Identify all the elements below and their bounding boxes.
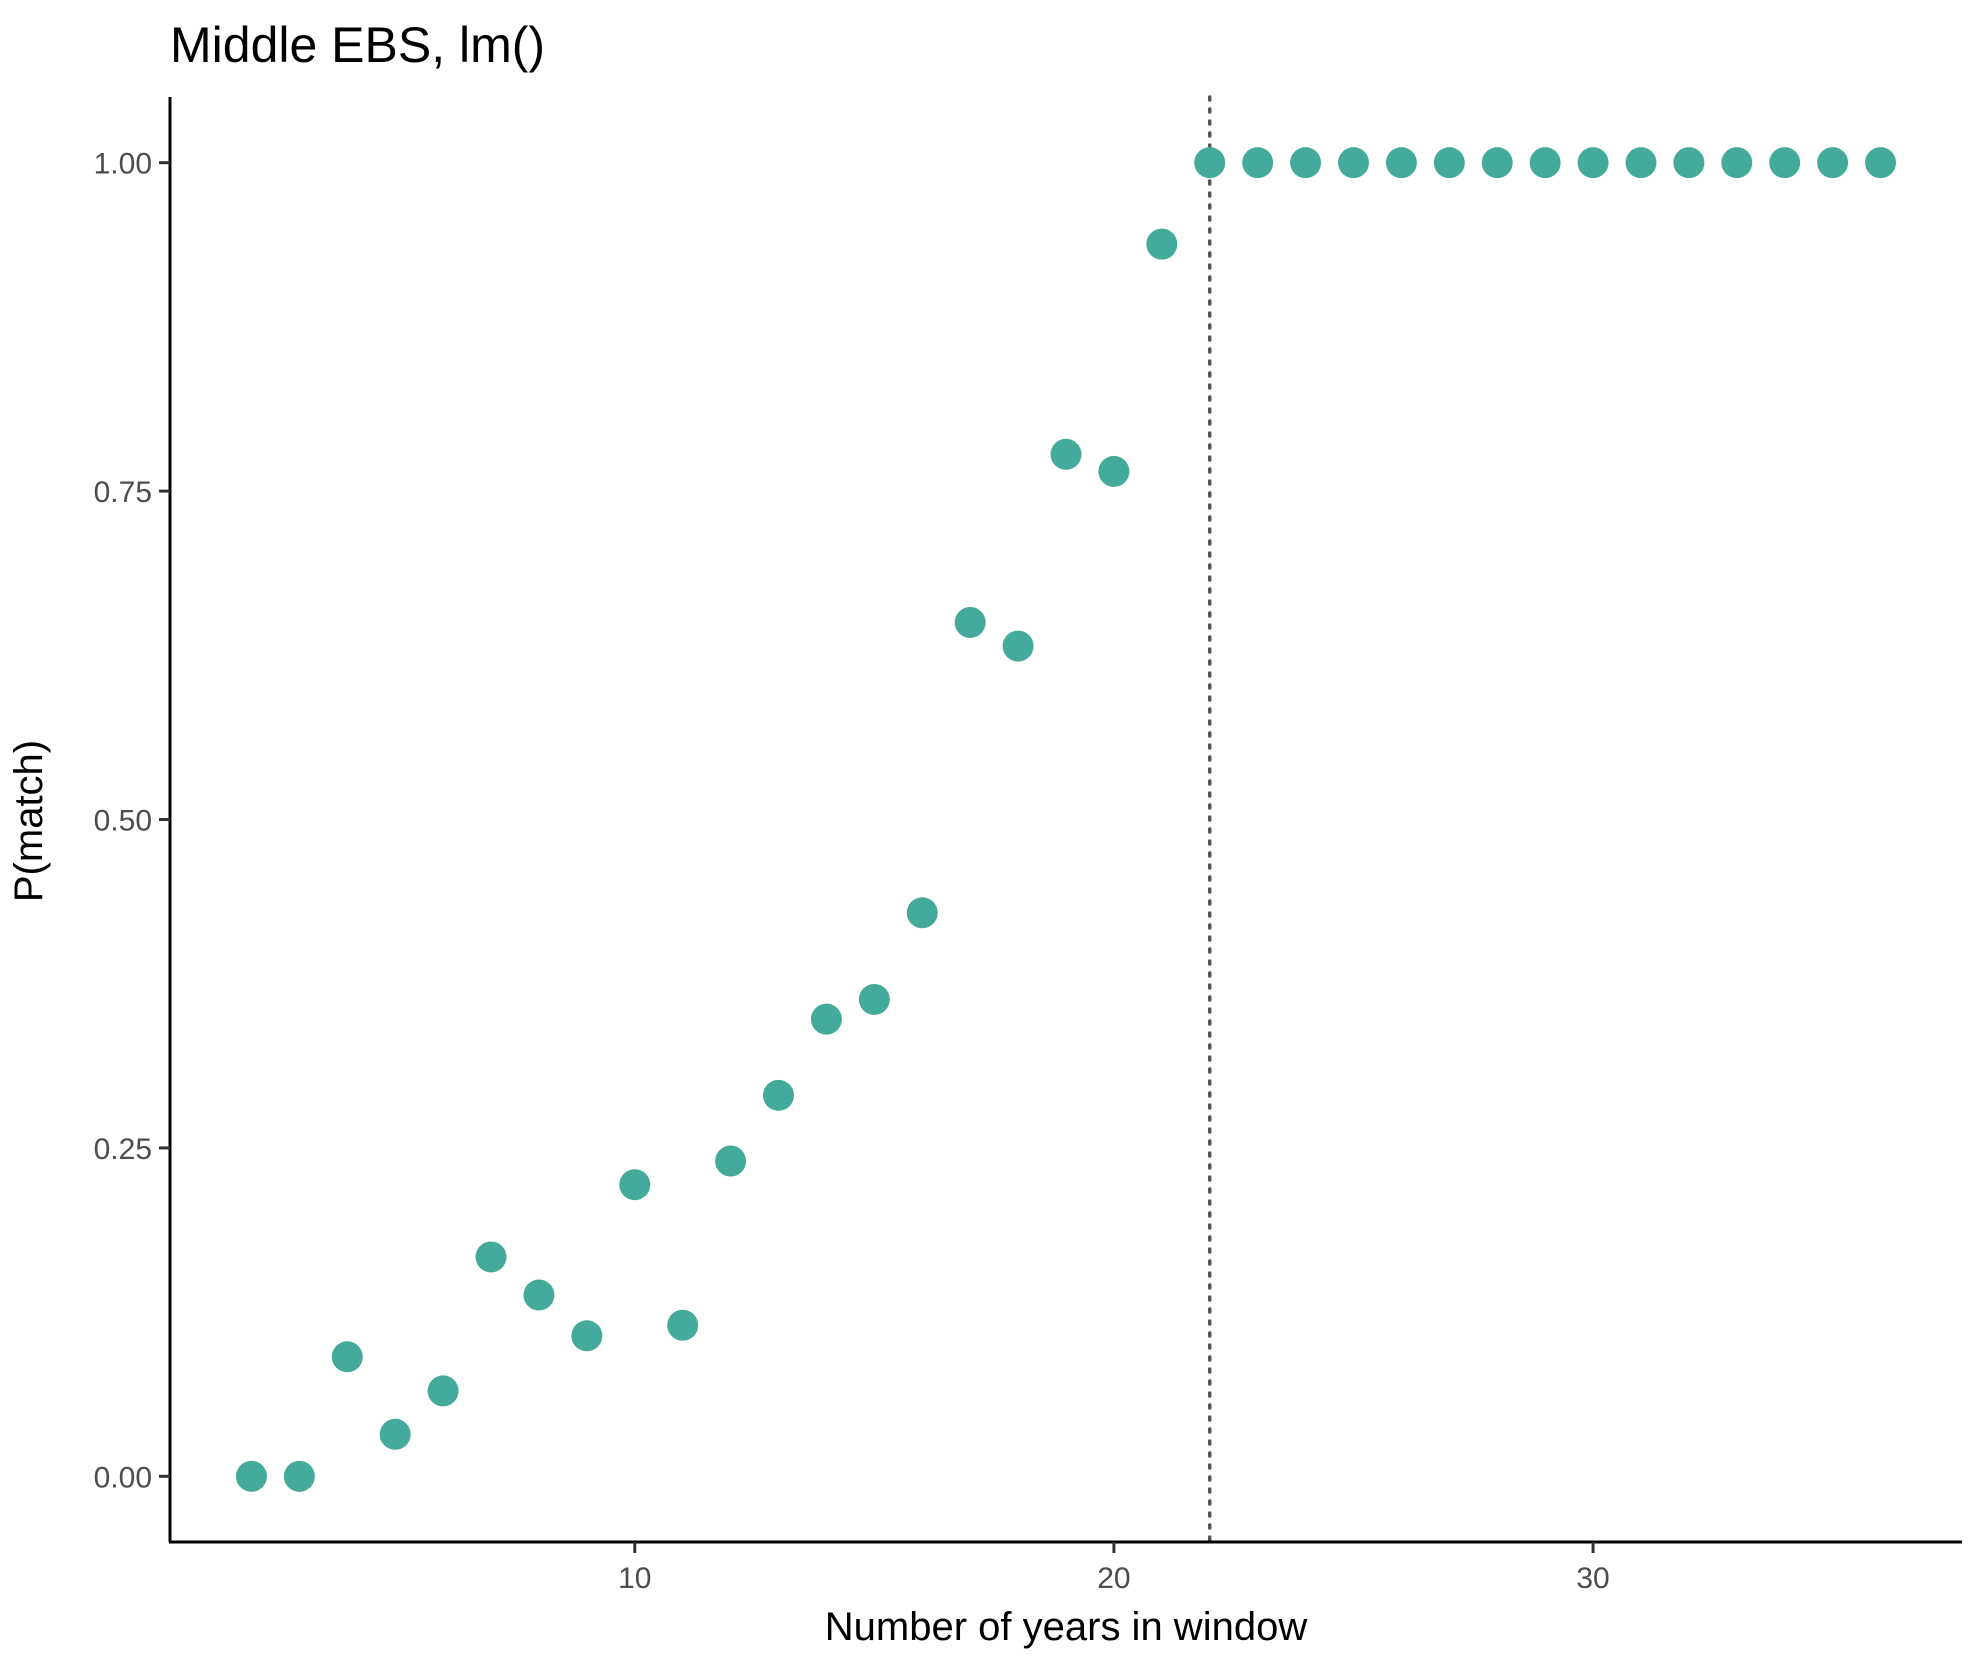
data-point [667, 1309, 699, 1341]
data-point [1385, 147, 1417, 179]
data-point [1625, 147, 1657, 179]
y-tick-label: 0.75 [94, 476, 152, 509]
x-tick-label: 10 [618, 1562, 651, 1595]
x-tick-label: 20 [1097, 1562, 1130, 1595]
data-point [1433, 147, 1465, 179]
data-point [906, 897, 938, 929]
y-tick-label: 0.00 [94, 1461, 152, 1494]
data-point [1673, 147, 1705, 179]
data-point [1337, 147, 1369, 179]
y-axis-ticks: 0.00 0.25 0.50 0.75 1.00 [94, 148, 170, 1494]
data-point [1242, 147, 1274, 179]
data-point [1002, 630, 1034, 662]
data-point [715, 1145, 747, 1177]
data-point [523, 1279, 555, 1311]
data-point [1050, 438, 1082, 470]
data-point [379, 1418, 411, 1450]
data-point [1194, 147, 1226, 179]
data-point [954, 606, 986, 638]
y-tick-label: 1.00 [94, 148, 152, 181]
data-point [1577, 147, 1609, 179]
data-point [763, 1079, 795, 1111]
data-point [858, 983, 890, 1015]
y-axis-title: P(match) [7, 740, 51, 902]
y-tick-label: 0.50 [94, 805, 152, 838]
data-point [1865, 147, 1897, 179]
chart-title: Middle EBS, lm() [170, 17, 545, 73]
data-point [1481, 147, 1513, 179]
data-point [283, 1460, 315, 1492]
data-point [619, 1169, 651, 1201]
data-point [1146, 228, 1178, 260]
data-point [475, 1241, 507, 1273]
data-point [331, 1341, 363, 1373]
data-point [1529, 147, 1561, 179]
data-point [1098, 455, 1130, 487]
plot-area [235, 95, 1897, 1544]
x-tick-label: 30 [1576, 1562, 1609, 1595]
data-point [235, 1460, 267, 1492]
data-point [1769, 147, 1801, 179]
x-axis-title: Number of years in window [825, 1605, 1308, 1649]
data-point [571, 1320, 603, 1352]
x-axis-ticks: 10 20 30 [618, 1542, 1610, 1595]
y-tick-label: 0.25 [94, 1133, 152, 1166]
data-point [1721, 147, 1753, 179]
data-point [1290, 147, 1322, 179]
data-point [810, 1003, 842, 1035]
data-point [427, 1375, 459, 1407]
data-point [1817, 147, 1849, 179]
